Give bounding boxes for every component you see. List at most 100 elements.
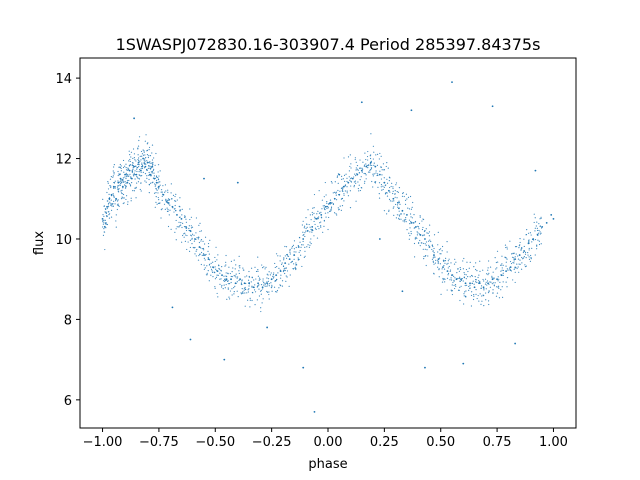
data-point [504, 244, 507, 246]
data-point [284, 245, 286, 248]
data-point [119, 184, 121, 186]
data-point [406, 229, 408, 231]
data-point [126, 180, 129, 182]
data-point [465, 284, 468, 286]
data-point [161, 195, 163, 197]
data-point [365, 163, 367, 165]
data-point [410, 208, 413, 210]
data-point [180, 217, 183, 220]
data-point [130, 176, 132, 178]
data-point [470, 274, 473, 277]
data-point [297, 244, 299, 247]
data-point [428, 235, 430, 237]
data-point [487, 273, 489, 276]
data-point [485, 281, 487, 283]
data-point [330, 207, 333, 209]
data-point [514, 267, 516, 269]
data-point [157, 186, 159, 188]
data-point [307, 209, 309, 211]
data-point [129, 158, 131, 161]
data-point [454, 283, 457, 286]
data-point [275, 274, 278, 277]
data-point [365, 165, 368, 168]
data-point [271, 284, 273, 286]
data-point [425, 264, 427, 267]
data-point [112, 193, 114, 195]
data-point [190, 234, 192, 236]
data-point [378, 197, 381, 199]
data-point [170, 192, 172, 194]
data-point [320, 213, 323, 216]
data-point [378, 192, 380, 195]
data-point [392, 186, 394, 188]
data-point [284, 255, 286, 257]
data-point [133, 153, 136, 155]
data-point [369, 161, 372, 164]
data-point [423, 230, 426, 233]
data-point [458, 277, 460, 280]
data-point [509, 240, 511, 242]
data-point [137, 166, 139, 169]
data-point [343, 174, 346, 177]
data-point [206, 272, 208, 274]
data-point [337, 189, 339, 192]
data-point [491, 275, 493, 277]
data-point [276, 289, 279, 292]
data-point [272, 275, 274, 277]
data-point [488, 260, 490, 262]
data-point [385, 191, 387, 194]
data-point [516, 267, 518, 270]
data-point [429, 224, 431, 226]
data-point [444, 260, 447, 262]
data-point [522, 257, 525, 259]
data-point [501, 263, 503, 265]
data-point [403, 195, 405, 198]
data-point [440, 253, 442, 255]
data-point [485, 292, 487, 294]
data-point [150, 175, 152, 177]
data-point [510, 270, 512, 272]
data-point [518, 247, 520, 249]
data-point [246, 292, 248, 294]
data-point [104, 223, 106, 225]
data-point [240, 282, 243, 284]
data-point [147, 142, 149, 144]
data-point [402, 192, 404, 194]
data-point [166, 201, 168, 203]
data-point [365, 174, 367, 176]
data-point [488, 303, 490, 306]
data-point [496, 250, 499, 252]
data-point [267, 274, 269, 276]
data-point [473, 266, 475, 268]
data-point [398, 217, 400, 219]
data-point [336, 176, 338, 178]
data-point [104, 248, 106, 251]
data-point [527, 251, 529, 254]
data-point [223, 358, 226, 361]
data-point [193, 234, 195, 236]
data-point [185, 218, 187, 220]
data-point [126, 181, 129, 184]
data-point [373, 173, 375, 175]
data-point [453, 263, 456, 265]
data-point [395, 184, 397, 186]
data-point [230, 275, 232, 278]
data-point [225, 278, 228, 281]
data-point [478, 300, 480, 302]
data-point [476, 297, 478, 300]
data-point [127, 173, 129, 176]
data-point [127, 167, 129, 169]
data-point [188, 227, 190, 230]
data-point [108, 202, 110, 204]
data-point [309, 231, 311, 233]
data-point [444, 281, 446, 283]
data-point [552, 217, 555, 220]
data-point [144, 163, 146, 165]
data-point [266, 282, 269, 285]
data-point [528, 242, 530, 244]
data-point [479, 270, 481, 273]
data-point [380, 155, 382, 157]
data-point [431, 258, 434, 261]
data-point [159, 170, 161, 172]
data-point [321, 199, 323, 201]
